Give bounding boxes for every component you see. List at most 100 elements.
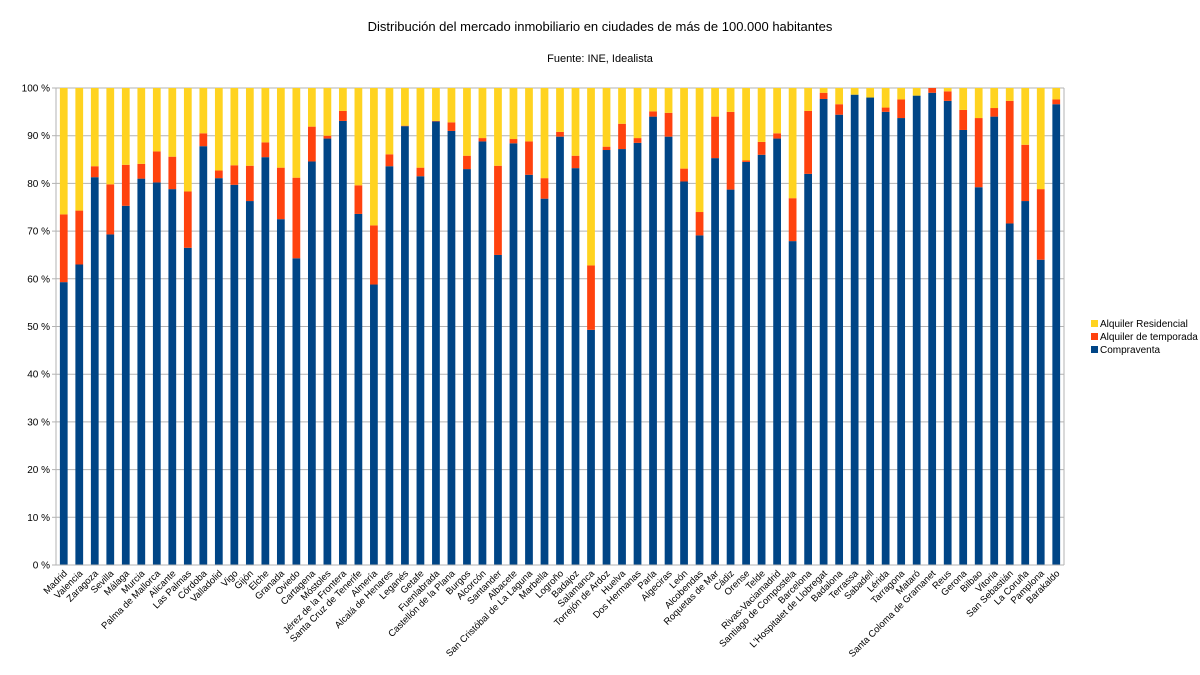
bar-alquiler-residencial — [276, 88, 285, 168]
bar-compraventa — [881, 111, 890, 565]
y-tick-label: 60 % — [27, 274, 50, 285]
bar-alquiler-de-temporada — [59, 214, 68, 283]
bar-alquiler-residencial — [959, 88, 968, 110]
bar-alquiler-de-temporada — [974, 118, 983, 188]
bar-compraventa — [959, 129, 968, 566]
bar-alquiler-de-temporada — [788, 198, 797, 242]
legend-label: Alquiler Residencial — [1100, 319, 1188, 330]
bar-alquiler-de-temporada — [323, 135, 332, 139]
bar-alquiler-residencial — [556, 88, 564, 132]
bar-alquiler-residencial — [152, 88, 161, 152]
bar-alquiler-de-temporada — [804, 110, 812, 174]
bar-compraventa — [463, 169, 471, 565]
bar-alquiler-de-temporada — [214, 170, 223, 179]
bar-alquiler-residencial — [680, 88, 688, 169]
bar-compraventa — [649, 116, 657, 566]
bar-compraventa — [230, 184, 239, 565]
bar-alquiler-de-temporada — [183, 191, 192, 248]
bar-alquiler-residencial — [819, 88, 828, 93]
bar-alquiler-de-temporada — [354, 185, 363, 214]
bar-alquiler-residencial — [370, 88, 378, 226]
bar-alquiler-residencial — [850, 88, 859, 95]
bar-alquiler-de-temporada — [928, 88, 937, 93]
bar-alquiler-residencial — [385, 88, 394, 155]
y-tick-label: 100 % — [22, 84, 50, 95]
bar-compraventa — [106, 234, 115, 565]
bar-alquiler-de-temporada — [416, 167, 425, 177]
legend-label: Compraventa — [1100, 345, 1160, 356]
bar-alquiler-residencial — [339, 88, 347, 111]
bar-alquiler-de-temporada — [540, 178, 549, 199]
bar-compraventa — [602, 150, 611, 565]
bar-alquiler-de-temporada — [649, 111, 657, 117]
bar-alquiler-residencial — [416, 88, 425, 168]
bar-alquiler-residencial — [788, 88, 797, 199]
bar-alquiler-residencial — [261, 88, 270, 143]
bar-compraventa — [1005, 223, 1014, 565]
bar-compraventa — [354, 213, 363, 565]
bar-compraventa — [788, 241, 797, 565]
bar-alquiler-de-temporada — [199, 133, 208, 147]
bar-alquiler-residencial — [509, 88, 518, 140]
bar-alquiler-de-temporada — [680, 168, 688, 182]
bar-alquiler-de-temporada — [509, 139, 518, 144]
bar-compraventa — [339, 120, 347, 565]
bar-alquiler-residencial — [401, 88, 409, 126]
bar-alquiler-de-temporada — [90, 166, 99, 178]
bar-compraventa — [974, 187, 983, 565]
chart-subtitle: Fuente: INE, Idealista — [547, 53, 653, 65]
bar-compraventa — [695, 235, 704, 565]
bar-alquiler-residencial — [121, 88, 130, 165]
bar-compraventa — [571, 168, 580, 565]
bar-compraventa — [168, 189, 177, 565]
bar-alquiler-residencial — [323, 88, 332, 136]
bar-alquiler-de-temporada — [587, 265, 595, 330]
bar-alquiler-de-temporada — [292, 177, 301, 259]
bar-alquiler-de-temporada — [230, 165, 239, 185]
bar-compraventa — [509, 143, 518, 565]
bar-compraventa — [152, 182, 161, 565]
bar-alquiler-residencial — [990, 88, 999, 109]
bar-alquiler-de-temporada — [1021, 144, 1030, 202]
bar-compraventa — [323, 138, 332, 565]
bar-compraventa — [850, 94, 859, 566]
bar-compraventa — [1052, 104, 1061, 565]
bar-compraventa — [245, 201, 254, 566]
bar-compraventa — [711, 158, 719, 565]
bar-compraventa — [525, 174, 533, 565]
bar-alquiler-de-temporada — [370, 225, 378, 285]
bar-alquiler-de-temporada — [1036, 189, 1045, 260]
bar-alquiler-de-temporada — [571, 155, 580, 169]
bar-alquiler-residencial — [742, 88, 750, 161]
bar-compraventa — [401, 126, 409, 565]
legend-label: Alquiler de temporada — [1100, 332, 1198, 343]
bar-alquiler-residencial — [866, 88, 875, 98]
bar-compraventa — [773, 138, 781, 565]
bar-alquiler-de-temporada — [835, 104, 844, 115]
bar-compraventa — [540, 198, 549, 565]
bar-compraventa — [494, 254, 502, 565]
bar-compraventa — [1036, 259, 1045, 565]
bar-alquiler-de-temporada — [618, 123, 626, 150]
bar-alquiler-de-temporada — [261, 142, 270, 158]
bar-alquiler-de-temporada — [308, 126, 316, 162]
bar-alquiler-residencial — [664, 88, 673, 113]
bar-compraventa — [90, 177, 99, 565]
bar-compraventa — [866, 97, 875, 565]
bar-compraventa — [447, 130, 456, 565]
chart-title: Distribución del mercado inmobiliario en… — [367, 19, 833, 34]
bar-alquiler-residencial — [214, 88, 223, 171]
bar-compraventa — [121, 205, 130, 565]
bar-alquiler-residencial — [478, 88, 487, 139]
bar-alquiler-residencial — [897, 88, 906, 100]
bar-alquiler-residencial — [230, 88, 239, 166]
bar-alquiler-de-temporada — [1052, 99, 1061, 105]
bar-alquiler-residencial — [881, 88, 890, 108]
bar-compraventa — [261, 157, 270, 566]
bar-compraventa — [137, 178, 146, 565]
bar-alquiler-residencial — [308, 88, 316, 127]
bar-compraventa — [432, 121, 440, 565]
bar-alquiler-residencial — [292, 88, 301, 178]
bar-compraventa — [633, 142, 642, 566]
